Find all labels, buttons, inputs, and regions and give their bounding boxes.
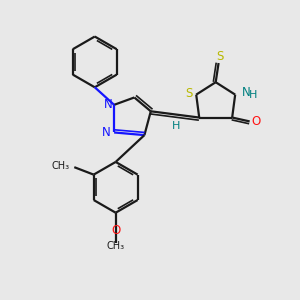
Text: N: N <box>101 126 110 139</box>
Text: H: H <box>172 121 181 131</box>
Text: S: S <box>216 50 224 63</box>
Text: N: N <box>242 86 251 99</box>
Text: CH₃: CH₃ <box>106 241 125 250</box>
Text: N: N <box>104 98 113 111</box>
Text: O: O <box>251 115 260 128</box>
Text: H: H <box>249 90 257 100</box>
Text: S: S <box>185 87 192 100</box>
Text: O: O <box>111 224 120 237</box>
Text: CH₃: CH₃ <box>52 161 70 171</box>
